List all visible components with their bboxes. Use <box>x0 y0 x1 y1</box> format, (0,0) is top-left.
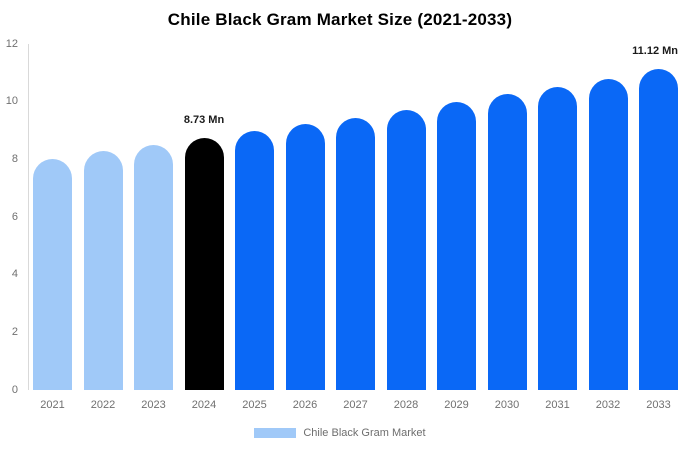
bar-2027 <box>336 117 375 390</box>
x-tick-label-2028: 2028 <box>393 399 419 411</box>
bar-2033 <box>639 69 678 390</box>
x-tick-label-2023: 2023 <box>141 399 166 411</box>
y-tick-label: 10 <box>5 95 18 108</box>
data-label-2033: 11.12 Mn <box>632 45 678 58</box>
x-tick-label-2032: 2032 <box>595 399 621 411</box>
legend-label: Chile Black Gram Market <box>303 427 426 439</box>
y-axis-line <box>28 44 29 390</box>
x-tick-label-2027: 2027 <box>343 399 368 411</box>
y-tick-label: 8 <box>11 152 18 165</box>
y-tick-label: 12 <box>5 37 18 50</box>
bar-2028 <box>386 110 426 390</box>
y-tick-label: 6 <box>11 210 18 223</box>
bar-2025 <box>235 131 274 390</box>
y-tick-label: 0 <box>11 383 18 396</box>
bar-2024 <box>184 138 224 390</box>
legend: Chile Black Gram Market <box>0 427 680 439</box>
x-tick-label-2029: 2029 <box>444 399 469 411</box>
legend-swatch <box>254 428 297 438</box>
bar-2023 <box>134 144 173 390</box>
x-tick-label-2033: 2033 <box>646 399 671 411</box>
data-label-2024: 8.73 Mn <box>183 114 225 127</box>
x-tick-label-2021: 2021 <box>40 399 65 411</box>
x-tick-label-2031: 2031 <box>545 399 570 411</box>
bar-2030 <box>487 94 527 390</box>
bar-2031 <box>538 87 577 390</box>
x-tick-label-2022: 2022 <box>90 399 116 411</box>
y-tick-label: 4 <box>11 268 18 281</box>
x-tick-label-2026: 2026 <box>292 399 318 411</box>
bar-2032 <box>588 78 628 390</box>
bar-2022 <box>83 151 123 390</box>
x-tick-label-2025: 2025 <box>242 399 267 411</box>
chart-title: Chile Black Gram Market Size (2021-2033) <box>167 10 513 29</box>
bar-2029 <box>437 102 476 390</box>
x-tick-label-2030: 2030 <box>494 399 520 411</box>
bar-2026 <box>285 124 325 390</box>
x-tick-label-2024: 2024 <box>191 399 217 411</box>
bar-2021 <box>33 158 72 390</box>
y-tick-label: 2 <box>11 325 18 338</box>
